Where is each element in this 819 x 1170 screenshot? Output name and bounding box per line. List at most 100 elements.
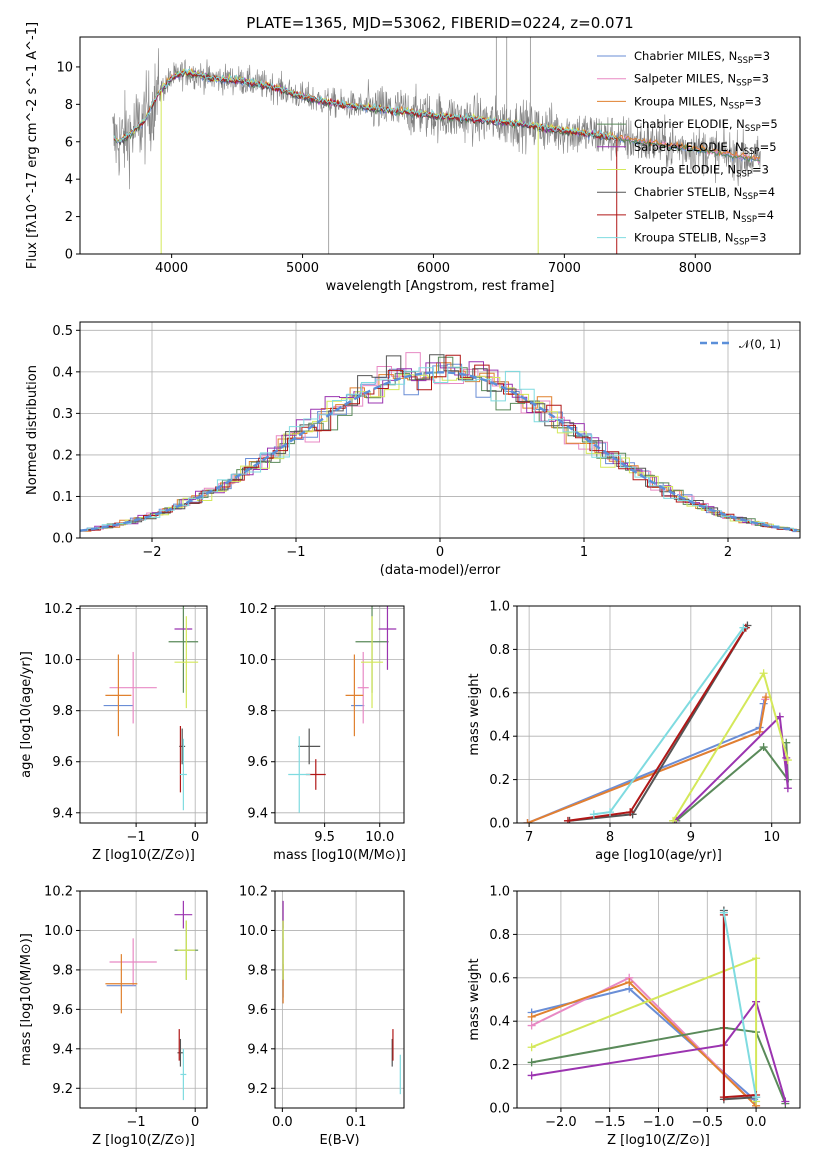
x-tick-label: 2 — [724, 545, 732, 560]
y-tick-label: 10.2 — [239, 885, 268, 900]
x-tick-label: 1 — [580, 545, 588, 560]
x-tick-label: 7 — [525, 830, 533, 845]
y-tick-label: 9.6 — [52, 755, 73, 770]
y-tick-label: 9.6 — [247, 1003, 268, 1018]
y-tick-label: 0.8 — [489, 643, 510, 658]
weight-marker — [755, 727, 764, 736]
weight-series-6 — [569, 624, 749, 822]
x-tick-label: 0.1 — [346, 1115, 367, 1130]
data-point-1 — [109, 938, 157, 986]
y-tick-label: 9.8 — [52, 704, 73, 719]
x-axis-label: mass [log10(M/M⊙)] — [273, 848, 406, 863]
weight-series-4 — [531, 999, 787, 1102]
data-point-5 — [174, 616, 199, 709]
axes-frame — [516, 605, 801, 824]
legend-entry: Kroupa ELODIE, NSSP=3 — [634, 163, 769, 180]
weight-series-7 — [567, 627, 747, 822]
data-point-2 — [105, 954, 138, 1014]
weight-marker — [563, 816, 572, 823]
x-tick-label: −2 — [142, 545, 161, 560]
weight-marker — [527, 1012, 536, 1021]
plot-area — [103, 606, 199, 811]
figure-title: PLATE=1365, MJD=53062, FIBERID=0224, z=0… — [246, 14, 633, 32]
x-tick-label: 10.0 — [365, 830, 394, 845]
panel-spectrum: 4000 5000 6000 7000 8000 0 2 4 6 8 10 wavelength [A… — [25, 22, 801, 294]
legend-entry: Kroupa STELIB, NSSP=3 — [634, 231, 766, 248]
x-tick-label: 10 — [763, 830, 780, 845]
axes-frame — [79, 890, 208, 1109]
y-tick-label: 0.1 — [52, 490, 73, 505]
y-tick-label: 0.2 — [489, 1058, 510, 1073]
axes-frame — [79, 36, 801, 255]
y-tick-label: 1.0 — [489, 600, 510, 615]
panel-mass-vs-ebv: 0.0 0.1 9.2 9.4 9.6 9.8 10.0 10.2 E(B-V) — [239, 885, 405, 1148]
y-tick-label: 9.2 — [52, 1082, 73, 1097]
y-tick-label: 9.8 — [52, 963, 73, 978]
plot-area — [112, 37, 761, 254]
y-tick-label: 0.2 — [489, 773, 510, 788]
weight-marker — [527, 1043, 536, 1052]
x-tick-label: 4000 — [155, 261, 188, 276]
weight-marker — [759, 669, 768, 678]
plot-area — [523, 621, 792, 823]
panel-weight-vs-Z: −2.0 −1.5 −1.0 −0.5 0.0 0.0 0.2 0.4 0.6 0.8 1.0 Z [… — [467, 885, 801, 1148]
weight-series-4 — [673, 714, 789, 822]
y-tick-label: 0.0 — [52, 532, 73, 547]
y-tick-label: 0 — [65, 248, 73, 263]
panel-mass-vs-Z: −1 0 9.2 9.4 9.6 9.8 10.0 10.2 Z [log10(Z/Z⊙)] ma… — [19, 885, 208, 1148]
data-point-5 — [361, 616, 384, 709]
weight-marker — [759, 743, 768, 752]
data-point-8 — [179, 738, 187, 811]
weight-series-5 — [672, 670, 789, 822]
weight-series-5 — [531, 956, 758, 1102]
histogram-8 — [80, 366, 800, 532]
weight-marker — [752, 1093, 761, 1102]
weight-marker — [626, 808, 635, 817]
weight-series-8 — [722, 912, 758, 1098]
data-point-1 — [357, 651, 369, 724]
y-tick-label: 10.0 — [44, 924, 73, 939]
data-point-4 — [378, 606, 397, 670]
axes-frame — [274, 605, 405, 824]
legend-entry: Chabrier ELODIE, NSSP=5 — [634, 117, 778, 134]
y-tick-label: 6 — [65, 135, 73, 150]
x-tick-label: 0 — [436, 545, 444, 560]
y-tick-label: 0.6 — [489, 971, 510, 986]
axes-frame — [79, 605, 208, 824]
observed-spectrum — [112, 48, 761, 190]
weight-marker — [527, 1058, 536, 1067]
weight-marker — [605, 808, 614, 817]
legend-entry: Salpeter ELODIE, NSSP=5 — [634, 140, 777, 157]
y-tick-label: 9.6 — [247, 755, 268, 770]
x-tick-label: 7000 — [548, 261, 581, 276]
weight-marker — [762, 693, 771, 702]
data-point-8 — [180, 1048, 187, 1101]
x-tick-label: −1 — [127, 830, 146, 845]
y-tick-label: 0.6 — [489, 686, 510, 701]
y-tick-label: 1.0 — [489, 885, 510, 900]
weight-marker — [752, 954, 761, 963]
axes-frame — [274, 890, 405, 1109]
y-axis-label: Flux [fλ10^-17 erg cm^-2 s^-1 A^-1] — [25, 22, 40, 269]
y-tick-label: 8 — [65, 98, 73, 113]
legend-entry: Chabrier STELIB, NSSP=4 — [634, 185, 775, 202]
x-tick-label: 9 — [687, 830, 695, 845]
y-tick-label: 9.8 — [247, 963, 268, 978]
y-tick-label: 0.0 — [489, 817, 510, 832]
plot-area — [282, 900, 401, 1095]
y-tick-label: 10.0 — [44, 653, 73, 668]
data-point-5 — [177, 920, 196, 980]
weight-marker — [783, 784, 792, 793]
x-tick-label: 5000 — [286, 261, 319, 276]
y-axis-label: age [log10(age/yr)] — [19, 651, 34, 778]
data-point-4 — [174, 900, 193, 929]
y-tick-label: 9.4 — [52, 1042, 73, 1057]
y-tick-label: 2 — [65, 210, 73, 225]
y-tick-label: 0.8 — [489, 928, 510, 943]
y-axis-label: mass weight — [467, 673, 482, 755]
x-tick-label: 6000 — [417, 261, 450, 276]
panel-age-vs-Z: −1 0 9.4 9.6 9.8 10.0 10.2 Z [log10(Z/Z⊙)] age [… — [19, 602, 208, 863]
x-tick-label: 0 — [191, 1115, 199, 1130]
x-tick-label: 8000 — [679, 261, 712, 276]
legend-entry: Salpeter MILES, NSSP=3 — [634, 72, 769, 89]
